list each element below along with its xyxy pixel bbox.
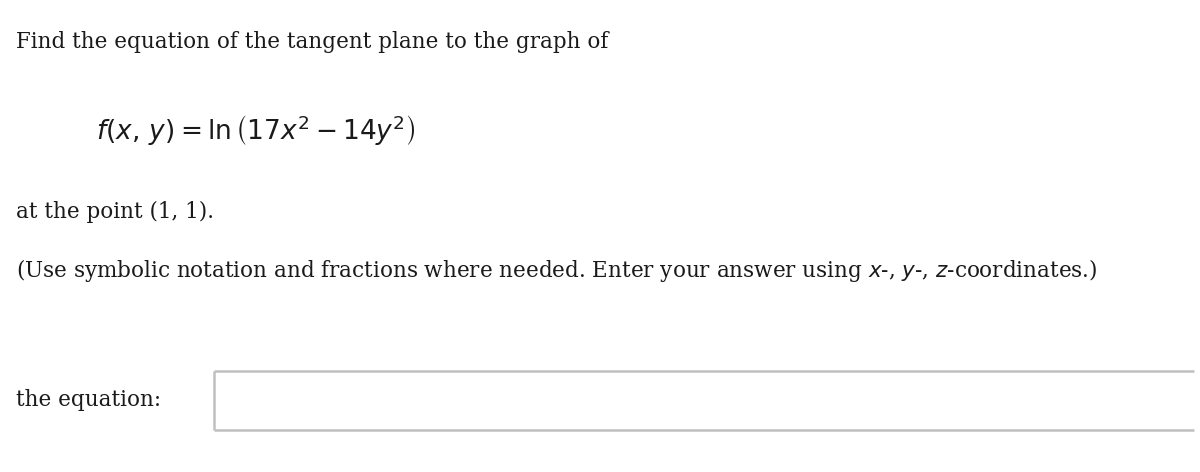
Text: at the point (1, 1).: at the point (1, 1).	[16, 201, 214, 223]
Text: the equation:: the equation:	[16, 389, 161, 412]
Text: Find the equation of the tangent plane to the graph of: Find the equation of the tangent plane t…	[16, 31, 608, 53]
Text: $f(x,\, y) = \ln \left(17x^2 - 14y^2\right)$: $f(x,\, y) = \ln \left(17x^2 - 14y^2\rig…	[96, 113, 415, 148]
Text: (Use symbolic notation and fractions where needed. Enter your answer using $x$-,: (Use symbolic notation and fractions whe…	[16, 257, 1097, 284]
